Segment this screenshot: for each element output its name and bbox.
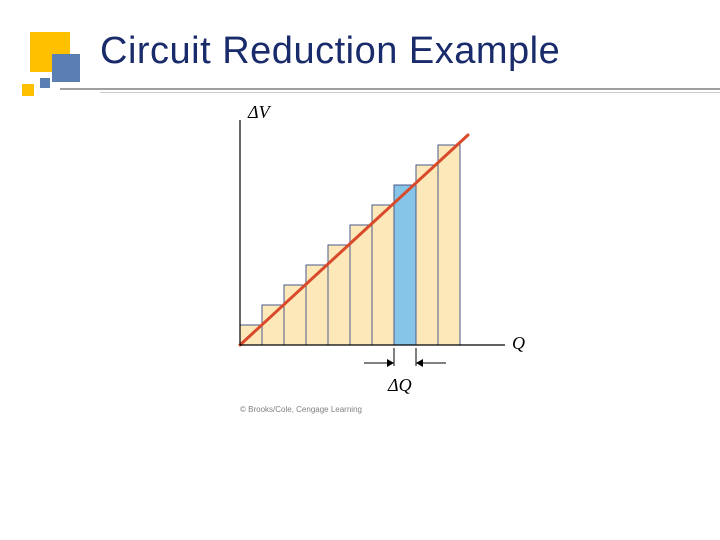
deco-square xyxy=(52,54,80,82)
chart-area: ΔV Q ΔQ © Brooks/Cole, Cengage Learning xyxy=(200,105,540,435)
delta-q-label: ΔQ xyxy=(388,375,412,396)
deco-square xyxy=(40,78,50,88)
deco-square xyxy=(22,84,34,96)
y-axis-label: ΔV xyxy=(248,102,270,123)
chart-svg xyxy=(200,105,540,405)
slide-header: Circuit Reduction Example xyxy=(0,0,720,100)
page-title: Circuit Reduction Example xyxy=(100,30,560,73)
x-axis-label: Q xyxy=(512,333,525,354)
title-underline-top xyxy=(60,88,720,90)
title-underline-bottom xyxy=(100,92,720,93)
copyright-text: © Brooks/Cole, Cengage Learning xyxy=(240,405,362,414)
